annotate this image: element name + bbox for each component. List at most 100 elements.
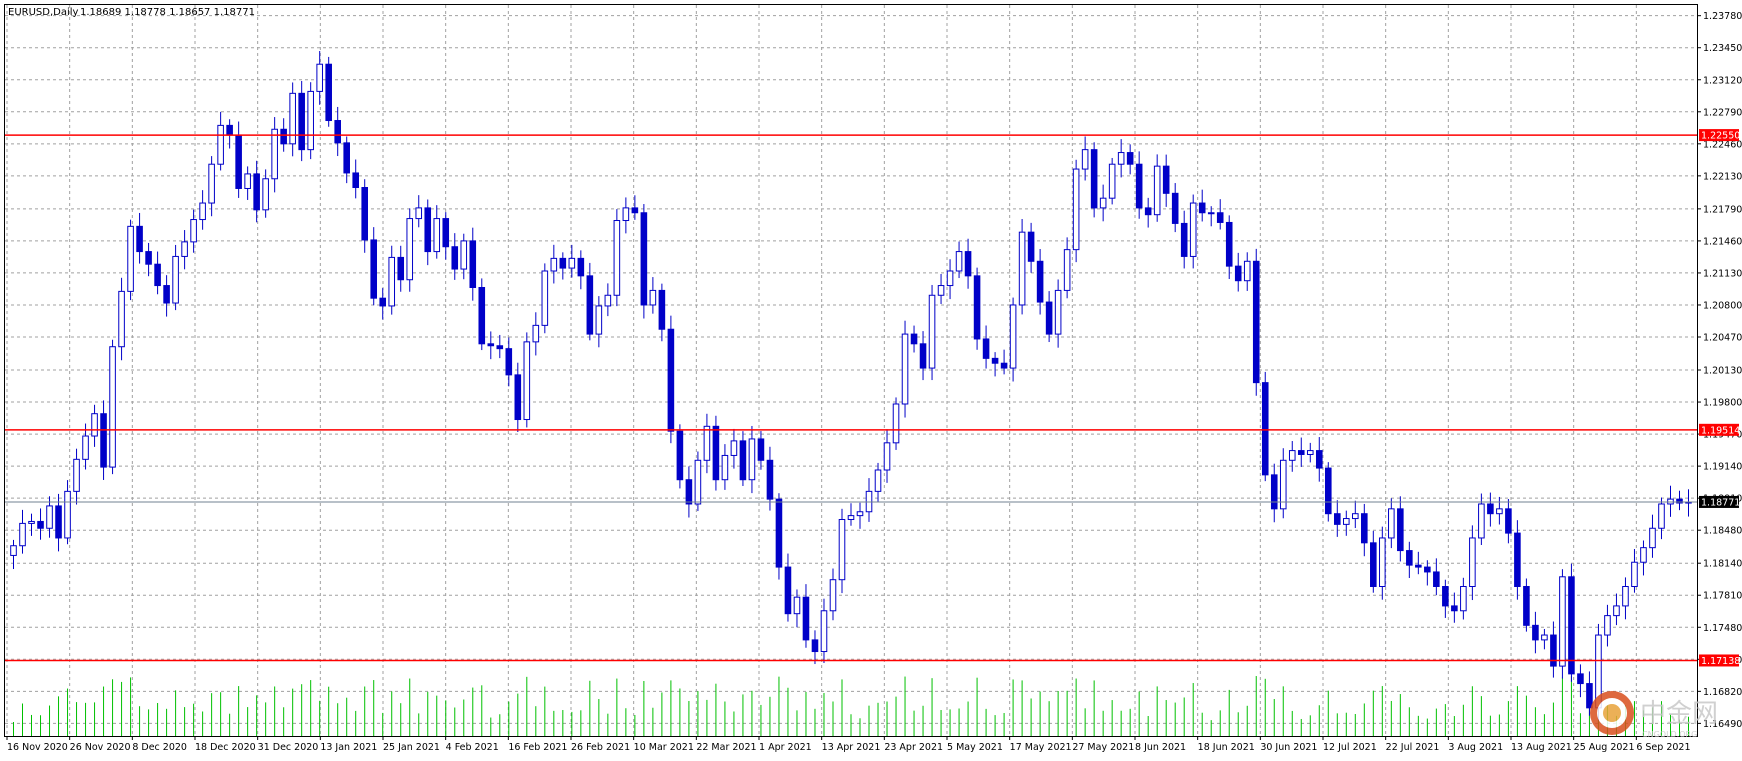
- bid-label: 1.18771: [1701, 497, 1740, 508]
- candle-body: [46, 505, 53, 529]
- candle-body: [82, 435, 89, 460]
- candle-body: [334, 120, 341, 144]
- candle-body: [1604, 615, 1611, 636]
- candle-body: [343, 142, 350, 174]
- candle-body: [1487, 503, 1494, 515]
- candle-body: [1415, 564, 1422, 568]
- candle-body: [1234, 265, 1242, 282]
- price-tick-label: 1.20470: [1703, 333, 1742, 344]
- candle-body: [928, 294, 936, 369]
- candle-body: [649, 289, 657, 306]
- candle-body: [1081, 149, 1089, 170]
- level-label-box: [1699, 654, 1739, 667]
- candle-body: [1658, 503, 1665, 529]
- candle-body: [1324, 467, 1332, 515]
- candle-body: [1622, 585, 1629, 607]
- candle-body: [442, 218, 450, 248]
- candle-body: [1469, 537, 1476, 587]
- candle-body: [1406, 550, 1413, 566]
- candle-body: [1261, 382, 1269, 476]
- candle-body: [1388, 508, 1395, 539]
- candle-body: [478, 286, 486, 345]
- candle-body: [190, 219, 197, 243]
- candle-body: [1559, 576, 1566, 667]
- price-tick-label: 1.22460: [1703, 139, 1742, 150]
- candle-body: [685, 479, 693, 505]
- time-tick-label: 12 Jul 2021: [1323, 742, 1377, 753]
- time-tick-label: 13 Aug 2021: [1511, 742, 1572, 753]
- candle-body: [298, 92, 305, 151]
- candle-body: [1180, 222, 1188, 257]
- candle-body: [604, 294, 612, 307]
- candle-body: [847, 515, 855, 521]
- time-tick-label: 25 Aug 2021: [1574, 742, 1635, 753]
- time-tick-label: 13 Apr 2021: [822, 742, 881, 753]
- candle-body: [271, 128, 278, 180]
- candle-body: [748, 438, 756, 481]
- price-tick-label: 1.16490: [1703, 719, 1742, 730]
- candle-body: [856, 511, 864, 517]
- candle-body: [712, 425, 720, 481]
- candle-body: [154, 263, 161, 287]
- price-tick-label: 1.20130: [1703, 366, 1742, 377]
- candle-body: [1315, 450, 1323, 469]
- candle-body: [550, 257, 558, 272]
- candle-body: [406, 218, 414, 281]
- price-tick-label: 1.22790: [1703, 107, 1742, 118]
- candle-body: [37, 520, 44, 529]
- level-label: 1.22550: [1701, 131, 1740, 142]
- candle-body: [721, 454, 729, 481]
- logo-core-icon: [1603, 704, 1621, 722]
- candle-body: [307, 90, 314, 151]
- candle-body: [820, 610, 828, 653]
- candle-body: [1424, 566, 1431, 573]
- candle-body: [118, 290, 125, 348]
- candle-body: [262, 178, 269, 211]
- candle-body: [217, 124, 224, 165]
- candle-body: [325, 63, 332, 122]
- candle-body: [352, 172, 359, 189]
- candle-body: [973, 275, 981, 340]
- candle-body: [199, 202, 206, 221]
- candle-body: [730, 440, 738, 456]
- candle-body: [1108, 163, 1116, 199]
- candle-body: [10, 545, 17, 556]
- candle-body: [1478, 503, 1485, 539]
- candle-body: [1613, 605, 1620, 617]
- time-tick-label: 13 Jan 2021: [320, 742, 377, 753]
- candle-body: [874, 469, 882, 492]
- chart-header-ohlc: 1.18689 1.18778 1.18657 1.18771: [80, 7, 255, 18]
- chart-header-symbol: EURUSD,Daily: [8, 7, 79, 18]
- candle-body: [1153, 165, 1161, 216]
- time-tick-label: 10 Mar 2021: [634, 742, 694, 753]
- candle-body: [838, 519, 846, 581]
- candle-body: [1216, 212, 1224, 223]
- time-tick-label: 22 Mar 2021: [696, 742, 756, 753]
- candle-body: [1333, 513, 1341, 525]
- candle-body: [208, 163, 215, 204]
- candle-body: [460, 240, 468, 270]
- candle-body: [163, 285, 170, 304]
- horizontal-levels[interactable]: [5, 134, 1697, 662]
- candle-body: [1297, 450, 1305, 455]
- candle-body: [829, 579, 837, 612]
- candle-body: [1252, 260, 1260, 384]
- candle-body: [1306, 450, 1314, 455]
- candle-body: [964, 251, 972, 277]
- candle-body: [136, 225, 143, 253]
- candle-body: [793, 596, 801, 615]
- price-tick-label: 1.21790: [1703, 204, 1742, 215]
- candle-body: [1270, 474, 1278, 510]
- candle-body: [694, 459, 702, 505]
- price-tick-label: 1.22130: [1703, 171, 1742, 182]
- watermark-text: 中金网: [1640, 699, 1718, 729]
- candle-body: [226, 124, 233, 136]
- candle-body: [19, 522, 26, 547]
- time-axis[interactable]: 16 Nov 2020 26 Nov 2020 8 Dec 2020 18 Dec 2…: [6, 736, 1691, 753]
- candle-body: [145, 251, 152, 265]
- time-tick-label: 8 Jun 2021: [1135, 742, 1186, 753]
- candle-body: [1577, 673, 1584, 685]
- watermark-subtext: CNGOLD.ORG: [1642, 730, 1697, 739]
- price-tick-label: 1.23780: [1703, 11, 1742, 22]
